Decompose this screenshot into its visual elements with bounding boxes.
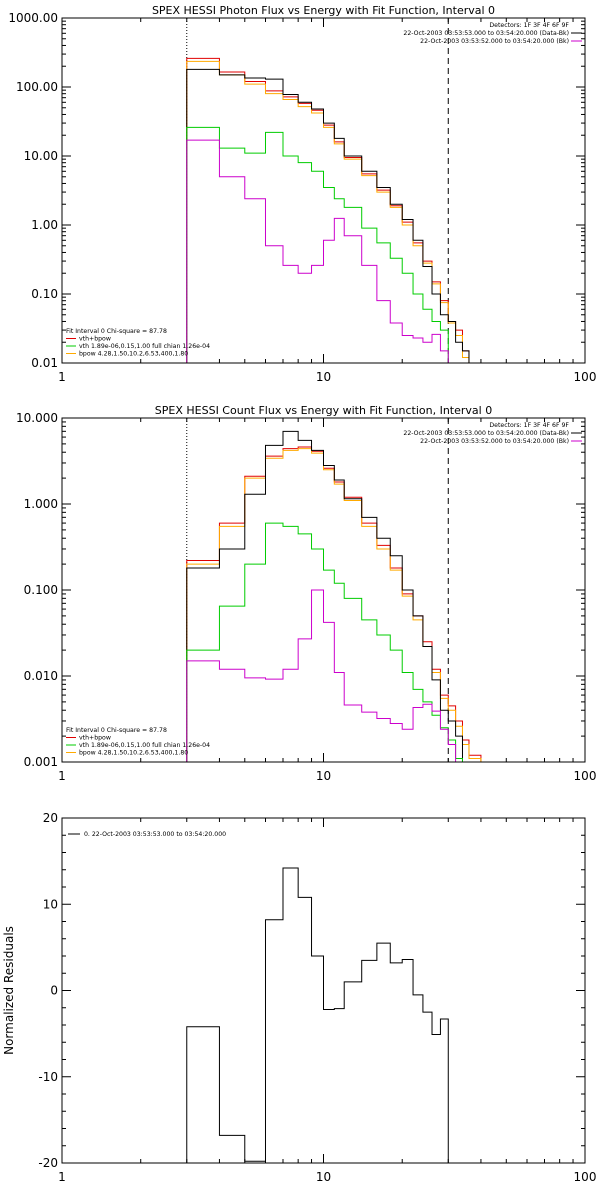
- legend-line: vth 1.89e-06,0.15,1.00 full chian 1.26e-…: [79, 742, 210, 749]
- y-axis-label: Normalized Residuals: [2, 926, 16, 1055]
- legend-line: vth+bpow: [79, 336, 111, 343]
- plot-frame: [61, 817, 586, 1164]
- x-tick-label: 1: [58, 1170, 66, 1184]
- header-line: Detectors: 1F 3F 4F 6F 9F: [489, 22, 569, 29]
- x-axis-ticks: [140, 18, 574, 363]
- x-tick-label: 10: [316, 370, 331, 384]
- y-tick-label: 10.00: [24, 149, 58, 163]
- header-line: 22-Oct-2003 03:53:52.000 to 03:54:20.000…: [420, 38, 569, 45]
- legend-line: Fit Interval 0 Chi-square = 87.78: [66, 727, 167, 734]
- y-tick-label: 0.10: [31, 287, 58, 301]
- residuals-panel: Normalized Residuals 1 10 100 -20 -10 0 10 20 0. …: [2, 811, 596, 1184]
- y-tick-label: 1.00: [31, 218, 58, 232]
- count-flux-panel: SPEX HESSI Count Flux vs Energy with Fit…: [16, 404, 596, 783]
- x-axis-ticks: [140, 818, 574, 1163]
- y-tick-label: 0.100: [24, 583, 58, 597]
- x-tick-label: 100: [574, 769, 597, 783]
- chart-title: SPEX HESSI Photon Flux vs Energy with Fi…: [152, 4, 495, 17]
- legend-line: 0. 22-Oct-2003 03:53:53.000 to 03:54:20.…: [84, 831, 226, 838]
- y-tick-label: -10: [38, 1070, 58, 1084]
- series-bpow-line: [186, 60, 470, 363]
- series-group: [186, 430, 482, 762]
- series-vth-line: [186, 126, 449, 363]
- legend-line: vth+bpow: [79, 735, 111, 742]
- y-tick-label: -20: [38, 1156, 58, 1170]
- legend-line: vth 1.89e-06,0.15,1.00 full chian 1.26e-…: [79, 343, 210, 350]
- header-line: 22-Oct-2003 03:53:53.000 to 03:54:20.000…: [403, 430, 569, 437]
- series-data-line: [186, 68, 470, 363]
- y-tick-label: 0.010: [24, 669, 58, 683]
- photon-flux-panel: SPEX HESSI Photon Flux vs Energy with Fi…: [8, 4, 596, 384]
- y-tick-label: 1000.00: [8, 11, 58, 25]
- x-tick-label: 1: [58, 370, 66, 384]
- y-tick-label: 10.000: [16, 411, 58, 425]
- series-background-line: [186, 589, 457, 762]
- legend-line: bpow 4.28,1.50,10.2,6.53,400,1.80: [79, 351, 188, 358]
- y-tick-label: 0: [50, 984, 58, 998]
- series-group: [186, 867, 449, 1163]
- y-tick-label: 10: [43, 897, 58, 911]
- plot-frame: [61, 417, 586, 763]
- y-axis-ticks: [62, 20, 585, 343]
- y-tick-label: 100.00: [16, 80, 58, 94]
- series-background-line: [186, 139, 449, 363]
- series-vth-line: [186, 522, 463, 762]
- series-data-line: [186, 430, 463, 762]
- x-tick-label: 10: [316, 1170, 331, 1184]
- series-data-line: [186, 867, 449, 1163]
- legend-line: Fit Interval 0 Chi-square = 87.78: [66, 328, 167, 335]
- y-tick-label: 1.000: [24, 497, 58, 511]
- plot-frame: [61, 17, 586, 364]
- x-tick-label: 10: [316, 769, 331, 783]
- series-group: [186, 57, 470, 363]
- y-tick-label: 20: [43, 811, 58, 825]
- chart-title: SPEX HESSI Count Flux vs Energy with Fit…: [155, 404, 492, 417]
- header-line: 22-Oct-2003 03:53:52.000 to 03:54:20.000…: [420, 438, 569, 445]
- header-line: Detectors: 1F 3F 4F 6F 9F: [489, 422, 569, 429]
- x-tick-label: 100: [574, 1170, 597, 1184]
- header-line: 22-Oct-2003 03:53:53.000 to 03:54:20.000…: [403, 30, 569, 37]
- y-tick-label: 0.001: [24, 755, 58, 769]
- x-axis-ticks: [140, 418, 574, 762]
- x-tick-label: 1: [58, 769, 66, 783]
- series-fit_total-line: [186, 57, 470, 363]
- legend-line: bpow 4.28,1.50,10.2,6.53,400,1.80: [79, 750, 188, 757]
- x-tick-label: 100: [574, 370, 597, 384]
- series-bpow-line: [186, 448, 482, 762]
- y-axis-ticks: [62, 421, 585, 737]
- y-tick-label: 0.01: [31, 356, 58, 370]
